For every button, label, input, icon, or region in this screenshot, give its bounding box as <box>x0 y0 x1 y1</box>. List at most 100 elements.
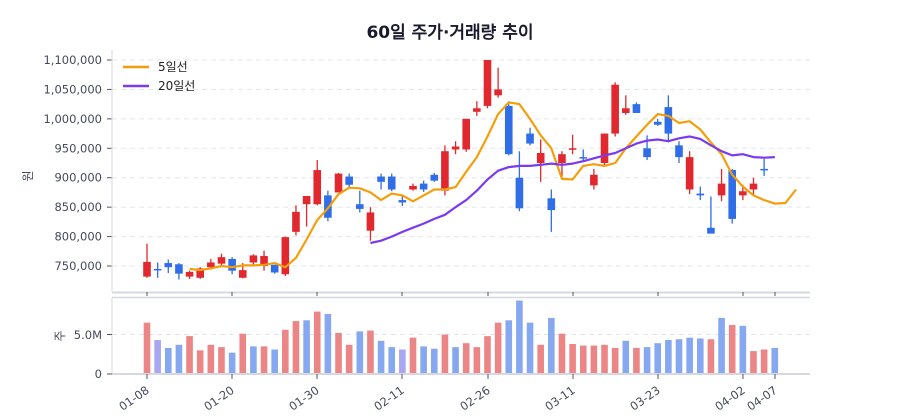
candle-body <box>483 60 492 106</box>
volume-bar <box>665 340 672 374</box>
candle-body <box>313 170 322 205</box>
volume-bar <box>537 344 544 374</box>
volume-bar <box>696 338 704 374</box>
volume-bar <box>303 320 310 374</box>
volume-tick-5m: 5.0M <box>74 328 102 342</box>
candle-body <box>249 255 258 263</box>
x-tick-label: 01-08 <box>116 383 151 414</box>
candle-body <box>387 176 396 190</box>
x-tick-label: 04-02 <box>712 383 747 414</box>
candlesticks <box>143 60 768 280</box>
volume-bar <box>218 347 225 374</box>
candle-body <box>356 204 364 209</box>
price-tick-label: 950,000 <box>54 141 102 155</box>
volume-bars <box>143 300 779 374</box>
volume-bar <box>728 325 736 374</box>
volume-bar <box>771 347 779 374</box>
volume-bar <box>271 349 278 374</box>
volume-bar <box>484 336 491 374</box>
volume-bar <box>399 349 406 374</box>
volume-bar <box>196 350 204 374</box>
candle-body <box>207 262 215 268</box>
candle-body <box>547 198 556 211</box>
volume-bar <box>622 340 630 374</box>
candle-body <box>260 255 268 267</box>
candle-body <box>590 174 598 186</box>
candle-body <box>739 191 747 196</box>
volume-bar <box>452 347 459 374</box>
legend: 5일선 20일선 <box>123 60 195 93</box>
volume-bar <box>707 339 715 374</box>
candle-body <box>462 118 470 150</box>
candle-body <box>685 157 694 190</box>
candle-body <box>536 152 545 164</box>
x-tick-label: 03-11 <box>542 383 577 414</box>
candle-body <box>611 84 619 134</box>
candle-body <box>228 258 236 271</box>
volume-bar <box>505 320 513 374</box>
candle-body <box>175 264 183 274</box>
volume-tick-0: 0 <box>95 367 102 381</box>
candle-body <box>473 108 481 112</box>
volume-bar <box>335 332 342 374</box>
volume-bar <box>430 348 438 374</box>
volume-axis-label: 주 <box>53 330 67 341</box>
date-axis: 01-08 01-20 01-30 02-11 02-26 03-11 03-23 04-02… <box>116 374 780 414</box>
candle-body <box>728 170 736 219</box>
candle-body <box>377 176 385 182</box>
candle-body <box>185 271 194 277</box>
price-tick-label: 750,000 <box>54 259 102 273</box>
volume-bar <box>324 313 332 374</box>
volume-bar <box>207 344 215 374</box>
candle-body <box>664 107 673 134</box>
volume-bar <box>569 343 576 374</box>
x-tick-label: 03-23 <box>627 383 662 414</box>
volume-bar <box>760 349 768 374</box>
volume-bar <box>654 343 662 374</box>
volume-bar <box>313 311 321 374</box>
candle-body <box>302 195 311 205</box>
volume-bar <box>186 336 193 374</box>
candle-body <box>515 177 524 209</box>
candle-body <box>632 104 641 113</box>
candle-body <box>143 261 151 277</box>
volume-bar <box>260 346 268 374</box>
volume-bar <box>462 343 470 374</box>
volume-bar <box>164 347 172 374</box>
candle-body <box>653 121 662 125</box>
volume-bar <box>558 333 566 374</box>
ma5-line <box>189 101 797 272</box>
volume-bar <box>282 329 289 374</box>
price-tick-label: 1,000,000 <box>43 112 102 126</box>
volume-bar <box>494 322 502 374</box>
candle-body <box>164 263 173 268</box>
candle-body <box>717 183 726 196</box>
candle-body <box>760 168 768 171</box>
volume-bar <box>750 351 757 374</box>
volume-bar <box>292 321 300 374</box>
legend-ma5-label: 5일선 <box>158 60 188 74</box>
price-tick-label: 1,100,000 <box>43 53 102 67</box>
candle-body <box>600 133 609 164</box>
candle-body <box>696 193 705 196</box>
volume-bar <box>579 345 587 374</box>
candle-body <box>568 148 577 150</box>
candle-body <box>238 270 247 278</box>
legend-ma20-label: 20일선 <box>158 79 195 93</box>
candle-body <box>707 227 715 234</box>
candle-body <box>749 183 758 190</box>
candle-body <box>292 211 300 232</box>
candle-body <box>675 145 683 158</box>
volume-bar <box>143 322 151 374</box>
volume-bar <box>154 340 161 374</box>
x-tick-label: 02-11 <box>371 383 406 414</box>
price-tick-label: 850,000 <box>54 200 102 214</box>
volume-bar <box>250 346 257 374</box>
candle-body <box>270 264 279 273</box>
volume-bar <box>686 337 693 374</box>
volume-bar <box>228 352 236 374</box>
volume-bar <box>643 347 651 374</box>
price-axis-label: 원 <box>21 170 35 181</box>
volume-bar <box>516 300 523 374</box>
